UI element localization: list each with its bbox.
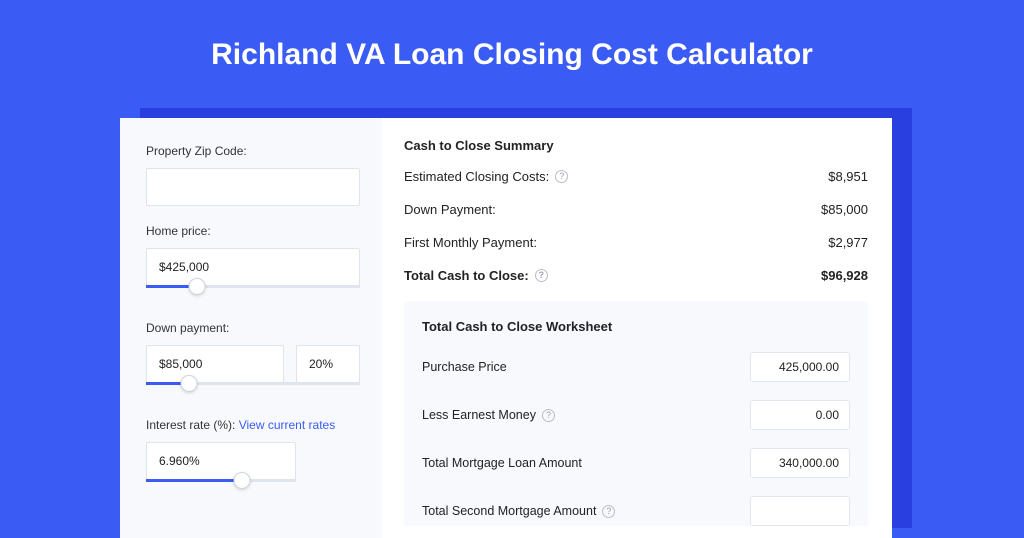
zip-label: Property Zip Code:: [146, 144, 360, 158]
summary-row-value: $85,000: [821, 202, 868, 217]
interest-rate-slider[interactable]: [146, 479, 296, 497]
summary-row: Estimated Closing Costs:? $8,951: [404, 169, 868, 184]
page-title: Richland VA Loan Closing Cost Calculator: [0, 0, 1024, 96]
interest-rate-label-text: Interest rate (%):: [146, 418, 235, 432]
worksheet-row-value[interactable]: 340,000.00: [750, 448, 850, 478]
summary-row-label-text: First Monthly Payment:: [404, 235, 537, 250]
field-down-payment: Down payment:: [146, 321, 360, 400]
summary-row-label: First Monthly Payment:: [404, 235, 537, 250]
home-price-label: Home price:: [146, 224, 360, 238]
summary-row-label: Estimated Closing Costs:?: [404, 169, 568, 184]
worksheet-row: Total Second Mortgage Amount?: [422, 496, 850, 526]
field-interest-rate: Interest rate (%): View current rates: [146, 418, 360, 497]
calculator-card: Property Zip Code: Home price: Down paym…: [120, 118, 892, 538]
down-payment-pct-input[interactable]: [296, 345, 360, 383]
summary-title: Cash to Close Summary: [404, 138, 868, 153]
worksheet-row-label-text: Purchase Price: [422, 360, 507, 374]
worksheet-row-label-text: Total Second Mortgage Amount: [422, 504, 596, 518]
interest-rate-label: Interest rate (%): View current rates: [146, 418, 360, 432]
summary-row-value: $8,951: [828, 169, 868, 184]
down-payment-amount-input[interactable]: [146, 345, 284, 383]
worksheet-row-value[interactable]: 425,000.00: [750, 352, 850, 382]
results-pane: Cash to Close Summary Estimated Closing …: [382, 118, 892, 538]
zip-input[interactable]: [146, 168, 360, 206]
summary-row: Down Payment: $85,000: [404, 202, 868, 217]
summary-row: Total Cash to Close:? $96,928: [404, 268, 868, 283]
home-price-input[interactable]: [146, 248, 360, 286]
worksheet-row-value[interactable]: 0.00: [750, 400, 850, 430]
summary-row-label: Total Cash to Close:?: [404, 268, 548, 283]
worksheet-row-label-text: Total Mortgage Loan Amount: [422, 456, 582, 470]
field-home-price: Home price:: [146, 224, 360, 303]
slider-thumb[interactable]: [180, 375, 197, 392]
down-payment-slider[interactable]: [146, 382, 360, 400]
field-zip: Property Zip Code:: [146, 144, 360, 206]
worksheet-panel: Total Cash to Close Worksheet Purchase P…: [404, 301, 868, 526]
summary-row-label-text: Total Cash to Close:: [404, 268, 529, 283]
slider-thumb[interactable]: [234, 472, 251, 489]
worksheet-row-label: Total Second Mortgage Amount?: [422, 504, 615, 518]
inputs-pane: Property Zip Code: Home price: Down paym…: [120, 118, 382, 538]
summary-row-value: $96,928: [821, 268, 868, 283]
summary-row-label: Down Payment:: [404, 202, 496, 217]
slider-thumb[interactable]: [189, 278, 206, 295]
worksheet-row: Less Earnest Money? 0.00: [422, 400, 850, 430]
help-icon[interactable]: ?: [602, 505, 615, 518]
worksheet-row-label: Purchase Price: [422, 360, 507, 374]
worksheet-row: Purchase Price 425,000.00: [422, 352, 850, 382]
worksheet-row-label: Total Mortgage Loan Amount: [422, 456, 582, 470]
summary-row-label-text: Estimated Closing Costs:: [404, 169, 549, 184]
down-payment-label: Down payment:: [146, 321, 360, 335]
worksheet-row-label: Less Earnest Money?: [422, 408, 555, 422]
worksheet-title: Total Cash to Close Worksheet: [422, 319, 850, 334]
summary-row: First Monthly Payment: $2,977: [404, 235, 868, 250]
worksheet-row-label-text: Less Earnest Money: [422, 408, 536, 422]
worksheet-rows: Purchase Price 425,000.00 Less Earnest Mon…: [422, 352, 850, 526]
home-price-slider[interactable]: [146, 285, 360, 303]
summary-row-label-text: Down Payment:: [404, 202, 496, 217]
help-icon[interactable]: ?: [542, 409, 555, 422]
help-icon[interactable]: ?: [535, 269, 548, 282]
worksheet-row-value[interactable]: [750, 496, 850, 526]
worksheet-row: Total Mortgage Loan Amount 340,000.00: [422, 448, 850, 478]
summary-rows: Estimated Closing Costs:? $8,951 Down Paym…: [404, 169, 868, 283]
summary-row-value: $2,977: [828, 235, 868, 250]
help-icon[interactable]: ?: [555, 170, 568, 183]
interest-rate-input[interactable]: [146, 442, 296, 480]
view-rates-link[interactable]: View current rates: [239, 418, 336, 432]
slider-fill: [146, 479, 242, 482]
